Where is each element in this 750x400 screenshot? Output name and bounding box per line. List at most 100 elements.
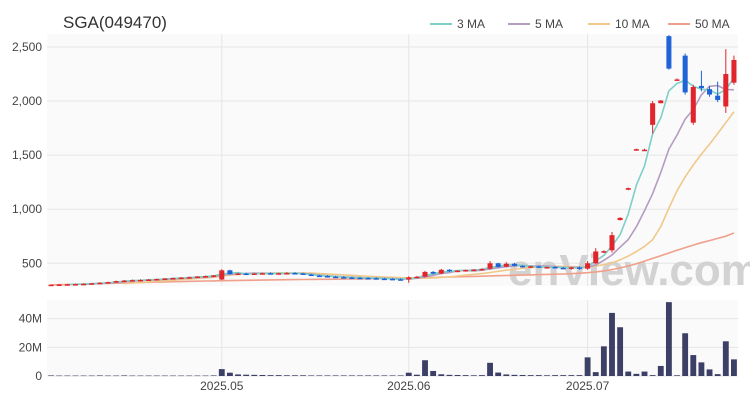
volume-bar — [267, 375, 274, 376]
volume-bar — [527, 375, 534, 376]
candle-body — [544, 266, 550, 269]
volume-bar — [121, 375, 128, 376]
candle — [609, 231, 615, 253]
volume-bar — [617, 327, 624, 376]
volume-bar — [714, 374, 721, 376]
volume-bar — [300, 375, 307, 376]
candle — [56, 284, 62, 286]
candle-body — [365, 277, 371, 280]
candle-body — [349, 277, 355, 280]
candle-body — [422, 271, 428, 277]
candle — [528, 265, 534, 269]
volume-bar — [478, 375, 485, 376]
candle — [438, 268, 444, 275]
candle-body — [641, 149, 648, 152]
candle — [520, 265, 526, 268]
candle — [617, 217, 623, 221]
candle — [625, 187, 631, 191]
candle-body — [105, 282, 111, 284]
volume-bar — [422, 360, 428, 376]
volume-tick-label: 40M — [19, 312, 42, 326]
volume-bar — [186, 375, 193, 377]
volume-bar — [446, 374, 453, 376]
volume-bar — [259, 374, 266, 376]
legend-label: 5 MA — [535, 17, 563, 31]
candle-body — [650, 103, 656, 125]
volume-bar — [405, 372, 412, 376]
candle-body — [357, 277, 363, 280]
candle-body — [503, 263, 509, 267]
volume-bar — [324, 375, 331, 376]
candle-body — [146, 279, 152, 282]
volume-bar — [365, 375, 372, 376]
volume-bar — [96, 375, 103, 376]
candle — [674, 78, 680, 81]
legend-item: 50 MA — [668, 17, 730, 31]
volume-bar — [243, 374, 250, 376]
candle-body — [373, 278, 379, 280]
candle — [585, 261, 591, 270]
candle — [292, 272, 298, 275]
candle — [463, 269, 469, 272]
volume-bar — [373, 375, 380, 376]
candle-body — [56, 284, 62, 286]
candle — [276, 272, 282, 275]
candle-body — [300, 273, 306, 275]
candle-body — [446, 269, 452, 272]
volume-tick-label: 0 — [35, 369, 42, 383]
candle-body — [585, 263, 591, 269]
watermark-text: enView.com — [508, 246, 750, 295]
volume-bar — [609, 312, 615, 376]
candle — [89, 282, 95, 285]
candle — [576, 266, 582, 270]
candlesticks — [48, 35, 737, 287]
candle — [666, 35, 672, 70]
volume-bar — [503, 374, 510, 376]
candle-body — [511, 263, 517, 266]
candle — [698, 70, 704, 92]
candle-body — [259, 273, 265, 275]
candle-body — [162, 278, 168, 280]
volume-bar — [113, 375, 120, 377]
candle — [194, 276, 200, 278]
volume-bar — [641, 371, 648, 376]
candle-body — [633, 149, 639, 151]
volume-bar — [178, 375, 185, 377]
candle — [511, 262, 517, 267]
candle — [170, 277, 176, 280]
volume-bar — [292, 375, 298, 376]
candle — [487, 261, 493, 270]
volume-tick-label: 20M — [19, 340, 42, 354]
candle-body — [471, 269, 477, 272]
candle — [707, 85, 713, 97]
candle — [446, 269, 452, 272]
candle-body — [308, 274, 314, 277]
volume-bar — [576, 375, 583, 376]
candle — [268, 272, 274, 275]
volume-bar — [226, 372, 233, 376]
candle — [308, 273, 314, 277]
price-tick-label: 1,000 — [12, 202, 42, 216]
candle — [633, 148, 639, 151]
candle-body — [389, 278, 396, 281]
candle-body — [455, 270, 461, 273]
candle — [72, 283, 78, 286]
candle-body — [707, 89, 713, 95]
candle-body — [609, 235, 615, 251]
candle — [560, 266, 566, 270]
volume-bar — [552, 375, 559, 376]
volume-bar — [283, 375, 290, 376]
volume-bar — [731, 359, 737, 376]
volume-bars — [48, 302, 737, 377]
candle-body — [316, 275, 322, 278]
candle — [365, 277, 371, 280]
candle — [333, 275, 339, 279]
volume-bar — [64, 375, 71, 377]
volume-bar — [80, 375, 87, 377]
legend-item: 3 MA — [430, 17, 485, 31]
volume-bar — [210, 375, 217, 376]
candle-body — [268, 273, 274, 275]
candle — [243, 272, 249, 276]
candle — [593, 248, 599, 264]
